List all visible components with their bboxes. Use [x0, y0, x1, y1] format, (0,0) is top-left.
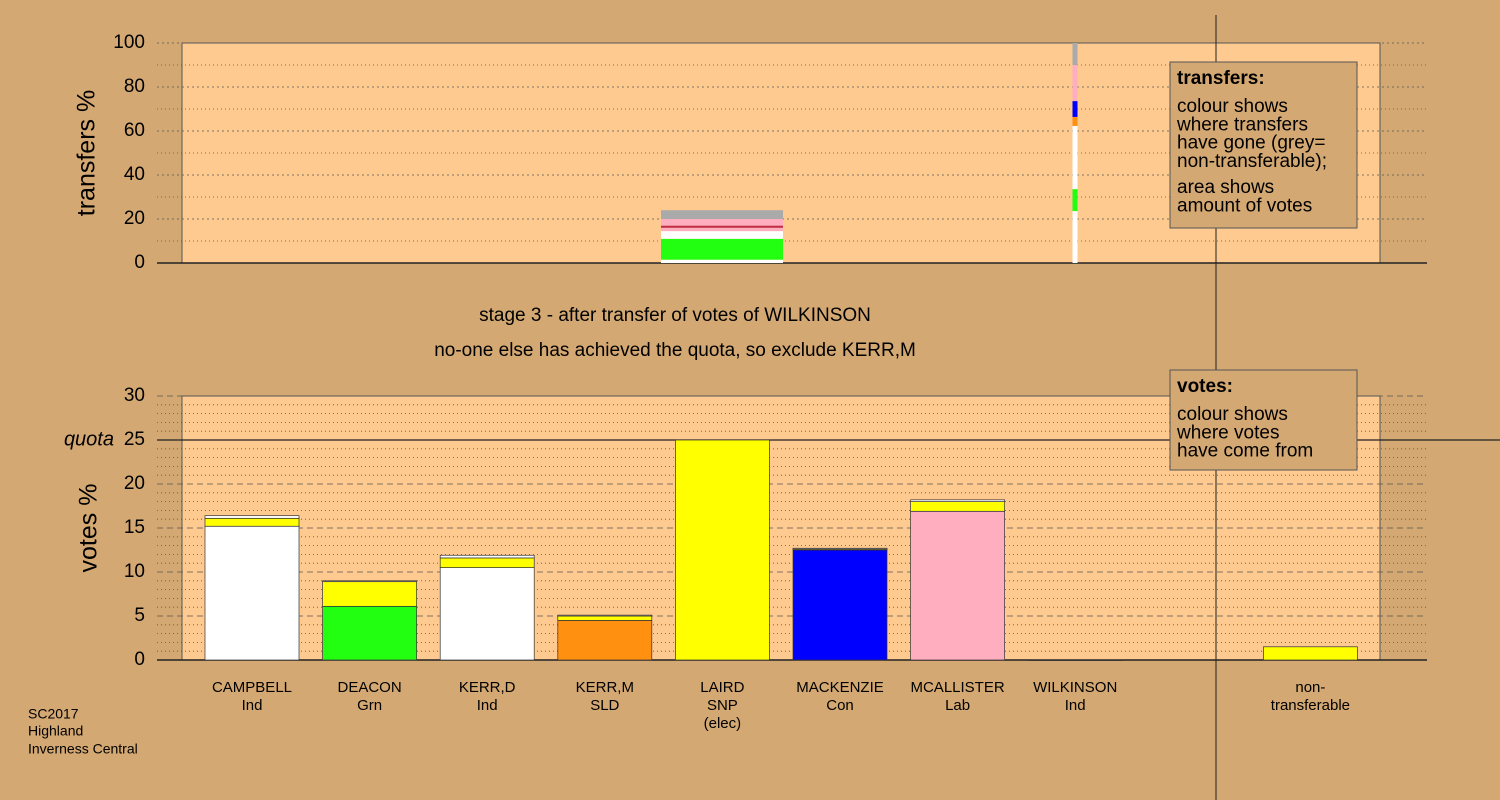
x-tick-label: Grn: [357, 697, 382, 714]
y-tick-label: 20: [124, 473, 145, 494]
y-axis-label: votes %: [75, 484, 103, 573]
quota-label: quota: [64, 428, 114, 450]
bar-segment: [204, 525, 300, 661]
bar-segment: [322, 581, 417, 607]
bar-segment: [322, 605, 417, 661]
bar-segment: [661, 231, 783, 239]
bar-segment: [661, 210, 783, 219]
y-tick-label: 60: [124, 120, 145, 141]
bar-segment: [675, 439, 770, 661]
legend-text: colour shows: [1177, 404, 1288, 425]
x-tick-label: transferable: [1271, 697, 1350, 714]
y-tick-label: 10: [124, 561, 145, 582]
bar-segment: [439, 557, 535, 568]
bar-segment: [910, 499, 1005, 502]
y-tick-label: 15: [124, 517, 145, 538]
legend-text: non-transferable);: [1177, 151, 1327, 172]
y-tick-label: 25: [124, 429, 145, 450]
bar-segment: [661, 238, 783, 260]
bar-segment: [661, 219, 783, 226]
bar-segment: [1027, 659, 1123, 661]
bar-segment: [1072, 101, 1078, 117]
legend-text: where transfers: [1176, 114, 1308, 135]
bar-segment: [204, 517, 300, 527]
x-tick-label: non-: [1295, 679, 1325, 696]
bar-segment: [557, 614, 653, 617]
y-tick-label: 100: [113, 32, 145, 53]
y-axis-label: transfers %: [73, 90, 101, 216]
bar-segment: [792, 549, 888, 661]
bar-segment: [661, 259, 783, 263]
legend-text: colour shows: [1177, 96, 1288, 117]
y-tick-label: 20: [124, 208, 145, 229]
x-tick-label: Con: [826, 697, 854, 714]
x-tick-label: SLD: [590, 697, 619, 714]
legend-title: votes:: [1177, 376, 1233, 397]
x-tick-label: LAIRD: [700, 679, 744, 696]
bar-segment: [1072, 189, 1078, 212]
bar-segment: [1263, 646, 1358, 661]
y-tick-label: 40: [124, 164, 145, 185]
x-tick-label: KERR,D: [459, 679, 516, 696]
legend-text: have come from: [1177, 441, 1313, 462]
y-tick-label: 5: [134, 605, 145, 626]
x-tick-label: Ind: [477, 697, 498, 714]
bar-segment: [1072, 125, 1078, 190]
x-tick-label: MCALLISTER: [910, 679, 1004, 696]
x-tick-label: Ind: [1065, 697, 1086, 714]
legend-text: area shows: [1177, 177, 1274, 198]
x-tick-label: WILKINSON: [1033, 679, 1117, 696]
bar-segment: [557, 620, 653, 661]
x-tick-label: DEACON: [338, 679, 402, 696]
x-tick-label: MACKENZIE: [796, 679, 884, 696]
bar-segment: [322, 580, 417, 583]
y-tick-label: 0: [134, 252, 145, 273]
legend-text: have gone (grey=: [1177, 133, 1325, 154]
bar-segment: [204, 515, 300, 519]
legend-box: [1169, 369, 1358, 471]
bar-segment: [910, 501, 1005, 512]
bar-segment: [661, 225, 783, 228]
x-tick-label: (elec): [704, 715, 742, 732]
bar-segment: [557, 615, 653, 621]
x-tick-label: Lab: [945, 697, 970, 714]
x-tick-label: CAMPBELL: [212, 679, 292, 696]
bar-segment: [661, 227, 783, 232]
footer-text: Highland: [28, 723, 83, 739]
legend-text: amount of votes: [1177, 196, 1312, 217]
bar-segment: [1072, 211, 1078, 263]
legend-text: where votes: [1176, 422, 1279, 443]
footer-text: SC2017: [28, 706, 79, 722]
bar-segment: [1072, 65, 1078, 102]
y-tick-label: 80: [124, 76, 145, 97]
bar-segment: [1072, 116, 1078, 126]
footer-text: Inverness Central: [28, 741, 138, 757]
stage-text: no-one else has achieved the quota, so e…: [434, 340, 916, 361]
bar-segment: [439, 554, 535, 559]
x-tick-label: KERR,M: [576, 679, 634, 696]
stage-text: stage 3 - after transfer of votes of WIL…: [479, 305, 871, 326]
x-tick-label: SNP: [707, 697, 738, 714]
bar-segment: [1072, 43, 1078, 65]
legend-title: transfers:: [1177, 68, 1265, 89]
bar-segment: [792, 547, 888, 550]
y-tick-label: 30: [124, 385, 145, 406]
legend-box: [1169, 61, 1358, 229]
bar-segment: [910, 510, 1005, 661]
y-tick-label: 0: [134, 649, 145, 670]
bar-segment: [439, 567, 535, 661]
x-tick-label: Ind: [242, 697, 263, 714]
